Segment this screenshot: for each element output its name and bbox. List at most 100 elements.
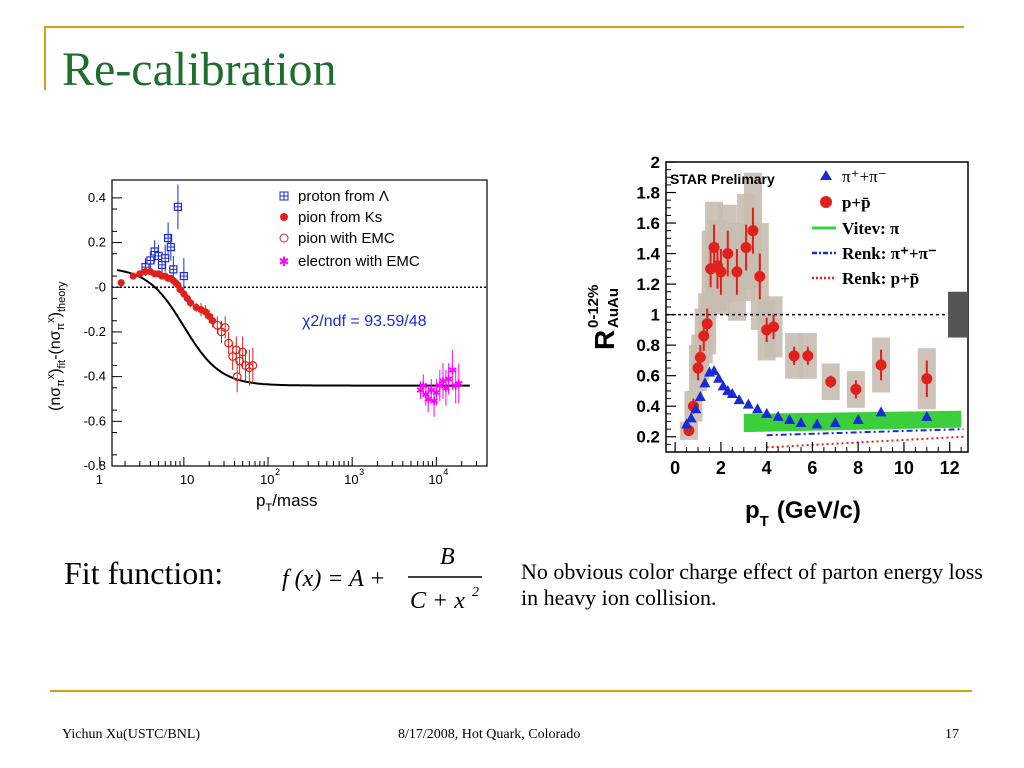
proton-point xyxy=(921,373,933,385)
pion-point xyxy=(742,398,754,409)
svg-text:R: R xyxy=(589,330,620,350)
renk-pion-line xyxy=(766,428,964,437)
chart-title: STAR Prelimary xyxy=(670,171,775,187)
raa-chart: 0 2 4 6 8 10 12 0.2 0.4 0.6 0.8 1 1.2 1.4 1.6 1.8 2 pT (Ge… xyxy=(585,153,969,530)
legend-label: π⁺+π⁻ xyxy=(842,167,887,186)
electron-point: ✱ xyxy=(444,374,453,386)
pion-point xyxy=(921,410,933,421)
electron-point: ✱ xyxy=(421,390,430,402)
electron-point: ✱ xyxy=(419,381,428,393)
ks-pion-point xyxy=(129,272,137,280)
pion-point xyxy=(852,413,864,424)
svg-text:0-12%: 0-12% xyxy=(585,285,602,328)
electron-point: ✱ xyxy=(441,383,450,395)
x-tick-label: 10 xyxy=(180,472,194,487)
pion-point xyxy=(690,403,702,414)
ks-pion-point xyxy=(136,270,144,278)
emc-pion-point xyxy=(220,323,230,332)
electron-point: ✱ xyxy=(432,387,441,399)
y-tick-label: -0.2 xyxy=(84,324,106,339)
electron-point: ✱ xyxy=(429,396,438,408)
footer-page-number: 17 xyxy=(945,727,959,742)
electron-point: ✱ xyxy=(454,378,463,390)
x-tick-label: 0 xyxy=(670,458,680,478)
proton-point xyxy=(157,260,167,270)
left-border xyxy=(44,26,46,90)
y-tick-label: -0.8 xyxy=(84,458,106,473)
legend-label: pion with EMC xyxy=(298,230,395,247)
y-axis-label: (nσπx)fit-(nσπx)theory xyxy=(45,281,68,411)
y-tick-label: 1.8 xyxy=(636,184,660,203)
y-tick-label: -0.4 xyxy=(84,369,106,384)
proton-point xyxy=(694,351,706,363)
proton-point xyxy=(825,376,837,388)
y-tick-label: 1.4 xyxy=(636,245,660,264)
electron-point: ✱ xyxy=(451,381,460,393)
pion-point xyxy=(726,388,738,398)
electron-point: ✱ xyxy=(416,385,425,397)
footer-event: 8/17/2008, Hot Quark, Colorado xyxy=(398,727,581,742)
proton-point xyxy=(173,202,183,211)
proton-point xyxy=(722,248,734,260)
proton-point xyxy=(740,241,752,253)
pion-point xyxy=(875,406,887,417)
proton-point xyxy=(154,251,163,261)
proton-point xyxy=(754,270,766,282)
plot-frame xyxy=(111,179,488,467)
x-tick-label: 1 xyxy=(96,472,103,487)
proton-point xyxy=(731,266,743,278)
y-tick-label: 0.6 xyxy=(636,367,660,386)
fit-curve xyxy=(116,269,470,387)
pion-point xyxy=(717,380,729,391)
y-tick-label: 0.4 xyxy=(88,190,106,205)
y-tick-label: 0.2 xyxy=(88,235,106,250)
normalization-box xyxy=(948,291,968,338)
pion-point xyxy=(733,394,745,405)
proton-point xyxy=(169,265,178,274)
proton-point xyxy=(146,256,155,265)
electron-point: ✱ xyxy=(427,385,436,397)
top-border xyxy=(44,26,964,28)
formula-exponent: 2 xyxy=(472,585,479,600)
legend-label: pion from Ks xyxy=(298,209,382,226)
x-tick-label: 4 xyxy=(762,458,772,478)
pion-point xyxy=(772,410,784,421)
proton-point xyxy=(179,271,188,281)
conclusion-text: No obvious color charge effect of parton… xyxy=(521,559,983,610)
pion-point xyxy=(829,417,841,427)
proton-point xyxy=(788,350,800,362)
y-tick-label: 0.2 xyxy=(636,428,660,447)
x-tick-label: 10 xyxy=(260,472,274,487)
electron-point: ✱ xyxy=(435,381,444,393)
pion-point xyxy=(795,417,807,427)
ks-pion-point xyxy=(209,317,217,325)
recalibration-chart: 1 10 10 2 10 3 10 40.40.2-0-0.2-0.4-0.6-0.8pT/m… xyxy=(45,179,488,514)
formula-denominator: C + x xyxy=(410,588,465,614)
electron-point: ✱ xyxy=(448,365,457,377)
x-tick-label: 12 xyxy=(940,458,960,478)
y-tick-label: -0 xyxy=(94,279,106,294)
pion-point xyxy=(761,407,773,418)
emc-pion-point xyxy=(232,372,242,382)
proton-point xyxy=(747,225,759,237)
legend-label: electron with EMC xyxy=(298,253,420,270)
y-axis-label: R 0-12% AuAu xyxy=(585,285,622,350)
renk-proton-line xyxy=(766,435,964,449)
x-tick-exponent: 2 xyxy=(275,467,280,477)
y-tick-label: 1.6 xyxy=(636,214,660,233)
proton-point xyxy=(701,318,713,330)
ks-pion-point xyxy=(117,279,125,287)
emc-pion-point xyxy=(248,361,258,370)
slide-title: Re-calibration xyxy=(62,43,337,96)
proton-point xyxy=(166,242,175,252)
pion-point xyxy=(685,412,697,423)
emc-pion-point xyxy=(238,347,248,357)
pion-point xyxy=(784,413,796,424)
x-tick-label: 6 xyxy=(807,458,817,478)
pion-point xyxy=(694,391,706,402)
legend-electron-marker: ✱ xyxy=(279,254,290,269)
x-tick-label: 8 xyxy=(853,458,863,478)
y-tick-label: 2 xyxy=(651,153,660,172)
legend-pion-marker xyxy=(820,170,832,180)
proton-point xyxy=(802,350,814,362)
